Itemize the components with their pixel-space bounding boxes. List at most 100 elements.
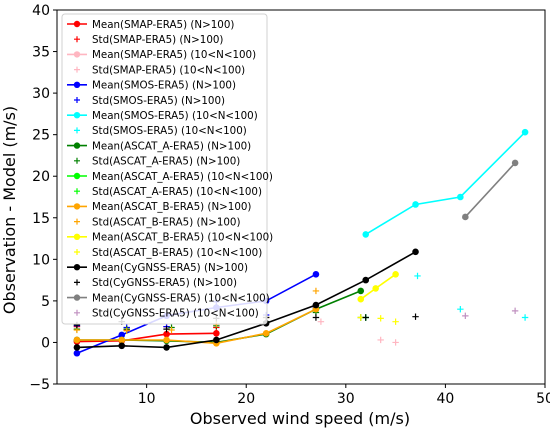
data-point: [163, 344, 170, 351]
data-point: [312, 301, 320, 309]
series-std: [317, 318, 399, 346]
x-tick-label: 30: [337, 391, 355, 407]
legend-label: Std(ASCAT_B-ERA5) (N>100): [92, 216, 241, 228]
legend-label: Std(CyGNSS-ERA5) (10<N<100): [92, 308, 259, 320]
data-point: [163, 330, 170, 338]
legend-label: Mean(CyGNSS-ERA5) (10<N<100): [92, 292, 270, 304]
data-point: [118, 336, 126, 344]
data-point: [412, 201, 419, 208]
legend-entry: Std(ASCAT_A-ERA5) (10<N<100): [74, 186, 262, 198]
y-tick-label: −5: [29, 377, 50, 393]
data-point: [392, 270, 399, 278]
data-point: [511, 159, 519, 167]
data-point: [312, 314, 320, 321]
data-point: [377, 336, 384, 344]
data-point: [362, 314, 369, 321]
y-tick-label: 35: [32, 45, 50, 61]
y-tick-label: 5: [41, 294, 50, 310]
series-mean: [462, 159, 519, 221]
y-tick-label: 15: [32, 211, 50, 227]
data-point: [462, 312, 469, 320]
data-point: [462, 213, 469, 221]
legend-label: Std(SMOS-ERA5) (N>100): [92, 95, 225, 107]
data-point: [213, 336, 220, 344]
data-point: [73, 344, 81, 351]
legend-entry: Std(ASCAT_B-ERA5) (N>100): [74, 216, 241, 228]
data-point: [123, 327, 130, 335]
data-point: [457, 193, 464, 201]
legend-marker: [73, 172, 81, 180]
legend-label: Mean(SMOS-ERA5) (N>100): [92, 80, 236, 92]
data-point: [163, 325, 170, 333]
data-point: [357, 287, 365, 295]
legend-label: Std(ASCAT_A-ERA5) (10<N<100): [92, 186, 262, 198]
x-axis-label: Observed wind speed (m/s): [190, 409, 410, 428]
legend-marker: [73, 264, 81, 271]
legend-entry: Mean(CyGNSS-ERA5) (10<N<100): [67, 292, 270, 304]
series-std: [357, 314, 399, 325]
data-point: [118, 342, 126, 350]
legend-entry: Std(SMAP-ERA5) (N>100): [74, 34, 223, 46]
y-tick-label: 25: [32, 128, 50, 144]
series-line: [76, 251, 416, 349]
data-point: [73, 336, 81, 344]
legend-label: Std(CyGNSS-ERA5) (N>100): [92, 277, 237, 289]
y-tick-label: 20: [32, 169, 50, 185]
series-mean: [362, 128, 529, 238]
series-line: [76, 308, 317, 345]
data-point: [412, 248, 419, 256]
legend-marker: [74, 309, 80, 316]
data-point: [357, 295, 365, 303]
legend-marker: [73, 112, 81, 119]
legend-label: Std(ASCAT_A-ERA5) (N>100): [92, 156, 240, 168]
y-tick-label: 10: [32, 252, 50, 268]
legend-label: Std(SMOS-ERA5) (10<N<100): [92, 125, 247, 137]
legend-marker: [73, 20, 81, 28]
data-point: [163, 336, 170, 344]
data-point: [362, 276, 370, 284]
y-tick-label: 0: [41, 335, 50, 351]
legend-marker: [73, 51, 81, 58]
series-line: [76, 332, 217, 343]
series-std: [462, 307, 519, 320]
x-tick-label: 40: [436, 391, 454, 407]
legend-marker: [73, 81, 81, 89]
legend-entry: Std(ASCAT_A-ERA5) (N>100): [74, 156, 240, 168]
data-point: [312, 287, 320, 295]
legend-entry: Std(CyGNSS-ERA5) (N>100): [74, 277, 237, 289]
legend-label: Mean(ASCAT_A-ERA5) (10<N<100): [92, 171, 273, 183]
legend-marker: [74, 279, 80, 286]
legend-label: Mean(SMOS-ERA5) (10<N<100): [92, 110, 258, 122]
legend-entry: Std(CyGNSS-ERA5) (10<N<100): [74, 308, 259, 320]
legend-label: Mean(SMAP-ERA5) (N>100): [92, 19, 234, 31]
legend-label: Std(ASCAT_B-ERA5) (10<N<100): [92, 247, 262, 259]
series-line: [365, 131, 526, 236]
series-mean: [357, 270, 399, 303]
y-tick-label: 30: [32, 86, 50, 102]
legend-marker: [74, 249, 80, 255]
data-point: [312, 270, 320, 278]
legend-entry: Std(SMOS-ERA5) (N>100): [74, 95, 225, 107]
legend-marker: [73, 294, 81, 301]
x-tick-label: 20: [237, 391, 255, 407]
data-point: [457, 306, 464, 313]
legend-entry: Std(SMAP-ERA5) (10<N<100): [74, 64, 245, 76]
legend-label: Mean(ASCAT_A-ERA5) (N>100): [92, 140, 251, 152]
legend-label: Mean(SMAP-ERA5) (10<N<100): [92, 49, 256, 61]
legend-label: Mean(ASCAT_B-ERA5) (10<N<100): [92, 232, 273, 244]
legend-entry: Std(SMOS-ERA5) (10<N<100): [74, 125, 247, 137]
legend-marker: [73, 203, 81, 210]
legend-entry: Mean(SMOS-ERA5) (10<N<100): [67, 110, 258, 122]
legend-marker: [74, 66, 80, 73]
legend: Mean(SMAP-ERA5) (N>100) Std(SMAP-ERA5) (N…: [61, 13, 273, 325]
series-line: [464, 162, 516, 218]
data-point: [118, 331, 126, 339]
data-point: [317, 318, 325, 325]
data-point: [362, 231, 370, 238]
legend-marker: [73, 233, 81, 240]
legend-marker: [74, 97, 80, 103]
data-point: [511, 307, 519, 315]
legend-label: Std(SMAP-ERA5) (N>100): [92, 34, 223, 46]
legend-entry: Mean(ASCAT_A-ERA5) (10<N<100): [67, 171, 273, 183]
legend-entry: Mean(SMAP-ERA5) (N>100): [67, 19, 234, 31]
